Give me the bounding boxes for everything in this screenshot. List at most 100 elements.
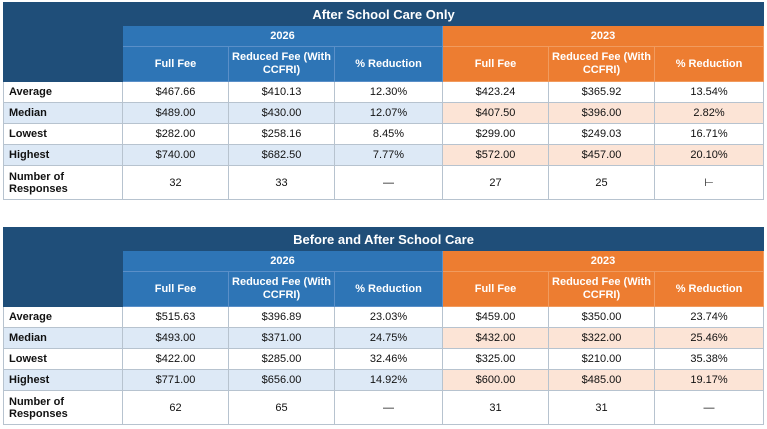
table-cell: $493.00 bbox=[122, 327, 229, 349]
table-cell: 19.17% bbox=[653, 369, 765, 391]
table-row: Number of Responses 62 65 — 31 31 — bbox=[3, 390, 765, 425]
table-cell: $396.00 bbox=[548, 102, 655, 124]
table-cell: $771.00 bbox=[122, 369, 229, 391]
table-cell: 62 bbox=[122, 390, 229, 425]
table-cell: 23.74% bbox=[653, 306, 765, 328]
row-label: Lowest bbox=[3, 123, 123, 145]
table-cell: $485.00 bbox=[548, 369, 655, 391]
table-cell: ⊢ bbox=[653, 165, 765, 200]
table-cell: 25 bbox=[548, 165, 655, 200]
table-cell: 32.46% bbox=[334, 348, 443, 370]
table-cell: 32 bbox=[122, 165, 229, 200]
column-header: Reduced Fee (With CCFRI) bbox=[548, 271, 655, 307]
column-header: % Reduction bbox=[334, 46, 443, 82]
table-cell: 14.92% bbox=[334, 369, 443, 391]
table-cell: — bbox=[653, 390, 765, 425]
table-row: Average $467.66 $410.13 12.30% $423.24 $… bbox=[3, 81, 765, 103]
year-header-2026: 2026 bbox=[122, 25, 443, 47]
table-cell: 35.38% bbox=[653, 348, 765, 370]
column-header: % Reduction bbox=[653, 271, 765, 307]
table-cell: $249.03 bbox=[548, 123, 655, 145]
table-cell: $365.92 bbox=[548, 81, 655, 103]
table-cell: $350.00 bbox=[548, 306, 655, 328]
table-cell: — bbox=[334, 165, 443, 200]
before-and-after-school-care-table: Before and After School Care 2026 2023 F… bbox=[2, 227, 765, 425]
table-cell: 33 bbox=[228, 165, 335, 200]
table-cell: $467.66 bbox=[122, 81, 229, 103]
corner-cell bbox=[3, 250, 123, 307]
table-row: Median $493.00 $371.00 24.75% $432.00 $3… bbox=[3, 327, 765, 349]
table-cell: $396.89 bbox=[228, 306, 335, 328]
table-cell: 23.03% bbox=[334, 306, 443, 328]
table-row: Highest $740.00 $682.50 7.77% $572.00 $4… bbox=[3, 144, 765, 166]
table-cell: $299.00 bbox=[442, 123, 549, 145]
after-school-care-table: After School Care Only 2026 2023 Full Fe… bbox=[2, 2, 765, 200]
table-cell: 12.30% bbox=[334, 81, 443, 103]
table-row: Median $489.00 $430.00 12.07% $407.50 $3… bbox=[3, 102, 765, 124]
column-header: Full Fee bbox=[442, 46, 549, 82]
column-header: Full Fee bbox=[122, 271, 229, 307]
column-header: Full Fee bbox=[442, 271, 549, 307]
table-cell: 24.75% bbox=[334, 327, 443, 349]
column-header: Reduced Fee (With CCFRI) bbox=[228, 271, 335, 307]
table-cell: — bbox=[334, 390, 443, 425]
table-cell: 16.71% bbox=[653, 123, 765, 145]
table-cell: 7.77% bbox=[334, 144, 443, 166]
row-label: Average bbox=[3, 81, 123, 103]
table-cell: $432.00 bbox=[442, 327, 549, 349]
row-label: Highest bbox=[3, 144, 123, 166]
column-header: % Reduction bbox=[334, 271, 443, 307]
row-label: Lowest bbox=[3, 348, 123, 370]
table-row: Average $515.63 $396.89 23.03% $459.00 $… bbox=[3, 306, 765, 328]
table-cell: $371.00 bbox=[228, 327, 335, 349]
table-row: Lowest $282.00 $258.16 8.45% $299.00 $24… bbox=[3, 123, 765, 145]
row-label: Number of Responses bbox=[3, 165, 123, 200]
column-header: Reduced Fee (With CCFRI) bbox=[548, 46, 655, 82]
table-cell: $656.00 bbox=[228, 369, 335, 391]
row-label: Median bbox=[3, 327, 123, 349]
table-cell: 8.45% bbox=[334, 123, 443, 145]
table-cell: $515.63 bbox=[122, 306, 229, 328]
table-cell: $325.00 bbox=[442, 348, 549, 370]
table-title: After School Care Only bbox=[2, 2, 765, 26]
table-cell: 2.82% bbox=[653, 102, 765, 124]
table-row: Highest $771.00 $656.00 14.92% $600.00 $… bbox=[3, 369, 765, 391]
row-label: Median bbox=[3, 102, 123, 124]
table-cell: $457.00 bbox=[548, 144, 655, 166]
column-header: Reduced Fee (With CCFRI) bbox=[228, 46, 335, 82]
table-cell: $258.16 bbox=[228, 123, 335, 145]
table-row: Lowest $422.00 $285.00 32.46% $325.00 $2… bbox=[3, 348, 765, 370]
table-cell: $682.50 bbox=[228, 144, 335, 166]
table-row: Number of Responses 32 33 — 27 25 ⊢ bbox=[3, 165, 765, 200]
row-label: Average bbox=[3, 306, 123, 328]
corner-cell bbox=[3, 25, 123, 82]
table-title: Before and After School Care bbox=[2, 227, 765, 251]
table-cell: $459.00 bbox=[442, 306, 549, 328]
column-header: % Reduction bbox=[653, 46, 765, 82]
table-cell: $407.50 bbox=[442, 102, 549, 124]
table-cell: $423.24 bbox=[442, 81, 549, 103]
table-cell: $489.00 bbox=[122, 102, 229, 124]
row-label: Highest bbox=[3, 369, 123, 391]
table-cell: 25.46% bbox=[653, 327, 765, 349]
table-cell: $572.00 bbox=[442, 144, 549, 166]
table-cell: $740.00 bbox=[122, 144, 229, 166]
table-cell: $210.00 bbox=[548, 348, 655, 370]
table-cell: 31 bbox=[442, 390, 549, 425]
table-cell: 27 bbox=[442, 165, 549, 200]
table-cell: 65 bbox=[228, 390, 335, 425]
table-cell: $422.00 bbox=[122, 348, 229, 370]
table-cell: 12.07% bbox=[334, 102, 443, 124]
table-cell: 31 bbox=[548, 390, 655, 425]
table-cell: $430.00 bbox=[228, 102, 335, 124]
table-cell: 13.54% bbox=[653, 81, 765, 103]
table-cell: $410.13 bbox=[228, 81, 335, 103]
year-header-2026: 2026 bbox=[122, 250, 443, 272]
column-header: Full Fee bbox=[122, 46, 229, 82]
table-cell: $282.00 bbox=[122, 123, 229, 145]
table-cell: $322.00 bbox=[548, 327, 655, 349]
row-label: Number of Responses bbox=[3, 390, 123, 425]
table-cell: $600.00 bbox=[442, 369, 549, 391]
year-header-2023: 2023 bbox=[441, 25, 765, 47]
year-header-2023: 2023 bbox=[441, 250, 765, 272]
